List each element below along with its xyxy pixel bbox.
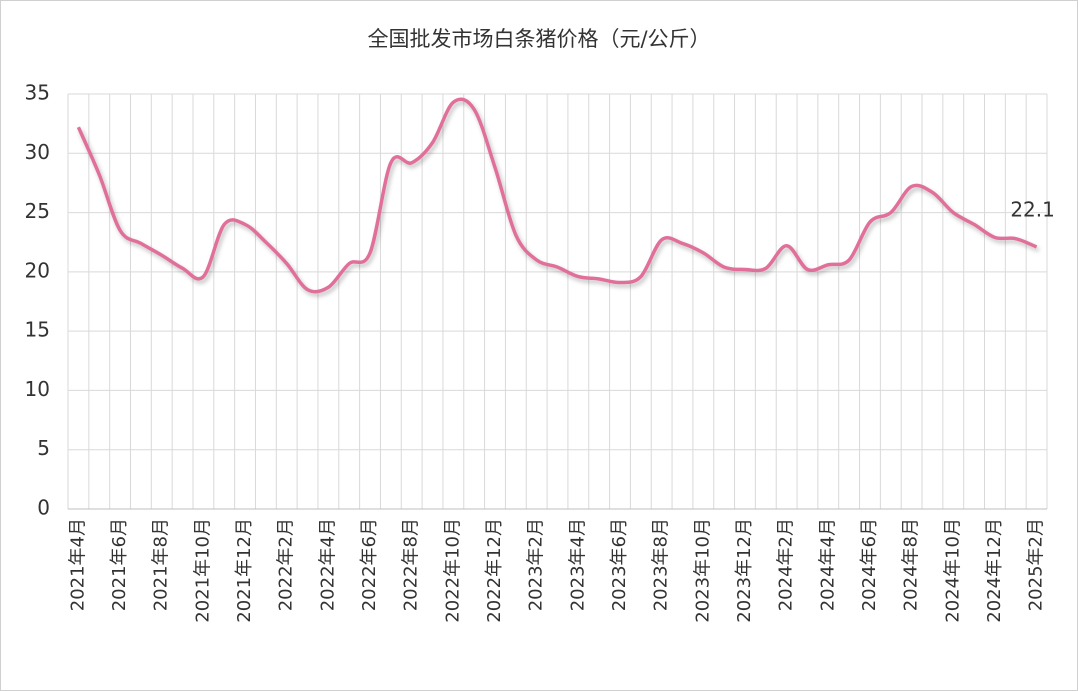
x-tick-label: 2025年2月	[1026, 518, 1047, 611]
y-tick-label: 25	[25, 199, 50, 223]
x-tick-label: 2022年12月	[484, 518, 505, 623]
y-tick-label: 0	[37, 496, 50, 520]
price-line	[76, 97, 1038, 294]
x-tick-label: 2023年10月	[692, 518, 713, 623]
y-tick-label: 35	[25, 81, 50, 105]
y-tick-label: 30	[25, 140, 50, 164]
x-tick-label: 2023年2月	[526, 518, 547, 611]
x-tick-label: 2021年8月	[151, 518, 172, 611]
y-tick-label: 20	[25, 258, 50, 282]
x-tick-label: 2021年10月	[192, 518, 213, 623]
data-label: 22.1	[1010, 197, 1055, 221]
x-tick-label: 2022年10月	[442, 518, 463, 623]
x-tick-label: 2022年4月	[317, 518, 338, 611]
x-tick-label: 2024年10月	[942, 518, 963, 623]
chart-title: 全国批发市场白条猪价格（元/公斤）	[367, 27, 710, 51]
x-tick-label: 2024年12月	[984, 518, 1005, 623]
x-tick-label: 2024年6月	[859, 518, 880, 611]
x-tick-label: 2023年12月	[734, 518, 755, 623]
x-tick-label: 2024年8月	[901, 518, 922, 611]
x-tick-label: 2023年8月	[651, 518, 672, 611]
y-tick-label: 10	[25, 377, 50, 401]
x-tick-label: 2024年2月	[776, 518, 797, 611]
x-tick-label: 2021年4月	[67, 518, 88, 611]
x-tick-label: 2021年6月	[109, 518, 130, 611]
x-tick-label: 2021年12月	[234, 518, 255, 623]
x-tick-label: 2022年8月	[401, 518, 422, 611]
x-tick-label: 2023年4月	[567, 518, 588, 611]
y-tick-label: 5	[37, 436, 50, 460]
x-tick-label: 2023年6月	[609, 518, 630, 611]
y-tick-label: 15	[25, 318, 50, 342]
x-tick-label: 2024年4月	[817, 518, 838, 611]
x-tick-label: 2022年2月	[276, 518, 297, 611]
x-tick-label: 2022年6月	[359, 518, 380, 611]
